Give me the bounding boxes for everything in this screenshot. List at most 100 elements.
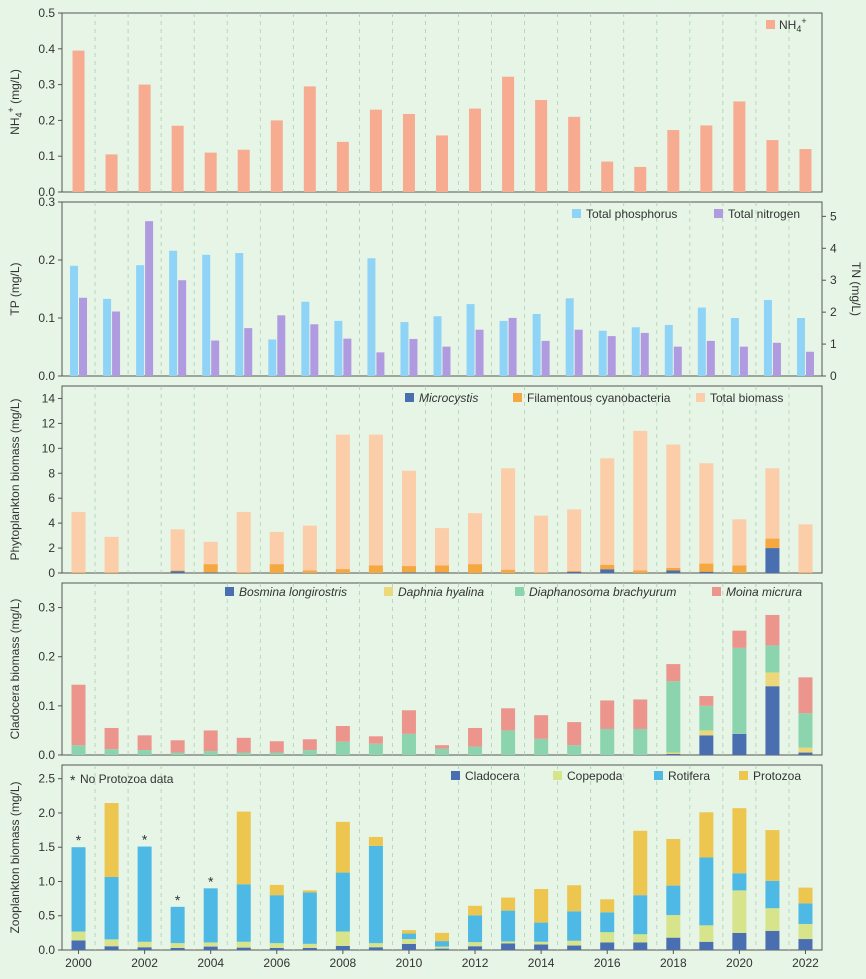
- phyto-filamentous-bar: [71, 572, 86, 573]
- zoo-xtick-label: 2014: [528, 956, 555, 970]
- nh4-bar: [667, 130, 680, 192]
- phyto-filamentous-bar: [600, 564, 615, 570]
- clado-bar-segment: [765, 645, 780, 673]
- clado-bar-segment: [170, 740, 185, 753]
- phyto-total-bar: [368, 434, 383, 573]
- zoo-bar-segment: [302, 943, 317, 948]
- phyto-total-bar: [104, 536, 119, 573]
- zoo-bar-segment: [236, 811, 251, 885]
- tp-bar: [202, 254, 211, 376]
- tn-bar: [79, 297, 88, 376]
- tn-bar: [805, 351, 814, 376]
- zoo-bar-segment: [104, 939, 119, 947]
- zoo-bar-segment: [269, 895, 284, 944]
- zoo-ytick-label: 1.5: [38, 840, 55, 854]
- zoo-xtick-label: 2004: [197, 956, 224, 970]
- phyto-filamentous-bar: [534, 572, 549, 573]
- zoo-bar-segment: [765, 880, 780, 909]
- nh4-bar: [402, 113, 415, 192]
- tp-bar: [235, 253, 244, 376]
- nh4-bar: [105, 154, 118, 192]
- clado-bar-segment: [666, 752, 681, 755]
- nh4-y-axis-label: NH4+ (mg/L): [6, 69, 24, 135]
- phyto-filamentous-bar: [435, 565, 449, 573]
- tn-legend-label: Total nitrogen: [728, 207, 800, 221]
- phyto-filamentous-bar: [401, 566, 416, 573]
- clado-bar-segment: [732, 630, 747, 648]
- zoo-bar-segment: [401, 939, 416, 944]
- phyto-microcystis-bar: [170, 571, 185, 573]
- tp-bar: [334, 320, 343, 376]
- zoo-bar-segment: [501, 941, 516, 944]
- zoo-bar-segment: [137, 947, 152, 950]
- zoo-bar-segment: [170, 943, 185, 948]
- cladocera-legend-label: Cladocera: [465, 769, 520, 783]
- daphnia-legend-swatch: [384, 587, 393, 596]
- clado-bar-segment: [501, 708, 516, 731]
- zoo-bar-segment: [732, 873, 747, 891]
- phyto-ytick-label: 6: [48, 491, 55, 505]
- clado-bar-segment: [699, 730, 714, 736]
- zoo-bar-segment: [335, 821, 350, 873]
- zoo-bar-segment: [269, 943, 284, 948]
- zoo-bar-segment: [71, 847, 86, 932]
- zoo-bar-segment: [401, 933, 416, 940]
- clado-bar-segment: [501, 730, 516, 755]
- clado-bar-segment: [666, 754, 681, 755]
- clado-bar-segment: [71, 684, 86, 746]
- no-protozoa-note-asterisk: *: [70, 772, 76, 788]
- clado-ytick-label: 0.3: [38, 601, 55, 615]
- tn-bar: [772, 342, 781, 376]
- zoo-bar-segment: [137, 846, 152, 942]
- phyto-filamentous-bar: [170, 570, 185, 572]
- zoo-ytick-label: 2.0: [38, 806, 55, 820]
- phyto-total-bar: [236, 511, 251, 573]
- phyto-total-bar: [468, 513, 483, 573]
- clado-bar-segment: [137, 750, 152, 755]
- clado-bar-segment: [170, 752, 185, 755]
- zoo-xtick-label: 2022: [792, 956, 819, 970]
- clado-ytick-label: 0.1: [38, 699, 55, 713]
- clado-bar-segment: [468, 727, 483, 747]
- zoo-xtick-label: 2002: [131, 956, 158, 970]
- tp-bar: [103, 298, 112, 376]
- nh4-bar: [634, 166, 647, 192]
- tp-bar: [169, 250, 178, 376]
- microcystis-legend-label: Microcystis: [419, 391, 478, 405]
- zoo-bar-segment: [401, 943, 416, 950]
- zoo-bar-segment: [170, 947, 185, 950]
- phyto-total-bar: [567, 509, 582, 573]
- phyto-ytick-label: 4: [48, 516, 55, 530]
- tp-bar: [730, 318, 739, 376]
- zoo-bar-segment: [765, 830, 780, 881]
- clado-bar-segment: [236, 752, 251, 755]
- zoo-bar-segment: [765, 908, 780, 931]
- clado-bar-segment: [335, 726, 350, 742]
- nh4-bar: [336, 141, 349, 192]
- phyto-ytick-label: 12: [42, 416, 56, 430]
- tp-y-axis-label: TP (mg/L): [8, 262, 22, 315]
- zoo-bar-segment: [435, 946, 449, 949]
- phyto-panel: 0 2 4 6 8 10 12 14 Microcystis Filamentous cyanob…: [42, 385, 823, 580]
- clado-bar-segment: [666, 681, 681, 753]
- tn-bar: [508, 317, 517, 376]
- zoo-bar-segment: [71, 940, 86, 950]
- zoo-bar-segment: [104, 877, 119, 940]
- zoo-xtick-label: 2010: [396, 956, 423, 970]
- tp-legend-swatch: [572, 209, 581, 218]
- zoo-bar-segment: [666, 839, 681, 886]
- zoo-bar-segment: [633, 895, 648, 935]
- zoo-bar-segment: [302, 890, 317, 893]
- clado-bar-segment: [600, 700, 615, 729]
- tn-bar: [343, 338, 352, 376]
- clado-bar-segment: [104, 727, 119, 750]
- zoo-bar-segment: [798, 887, 813, 904]
- zoo-bar-segment: [137, 941, 152, 948]
- clado-bar-segment: [600, 728, 615, 755]
- phyto-total-bar: [732, 519, 747, 573]
- clado-bar-segment: [368, 736, 383, 744]
- tn-bar: [277, 315, 286, 376]
- zoo-ytick-label: 0.0: [38, 943, 55, 957]
- zoo-bar-segment: [798, 903, 813, 924]
- phyto-filamentous-bar: [203, 564, 218, 573]
